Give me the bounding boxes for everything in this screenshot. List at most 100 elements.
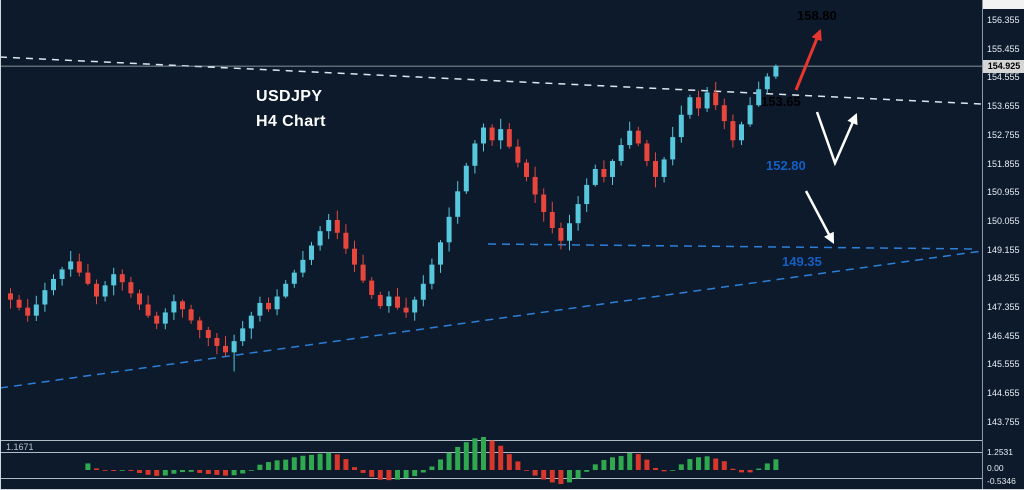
oscillator-bar	[309, 454, 314, 470]
oscillator-bar	[317, 453, 323, 470]
watermark-timeframe: H4 Chart	[256, 113, 326, 130]
oscillator-bar	[515, 461, 521, 470]
oscillator-bar	[635, 454, 641, 470]
oscillator-bar	[463, 442, 469, 470]
oscillator-axis-max: 1.2531	[987, 447, 1013, 457]
candle	[429, 264, 435, 284]
chart-watermark: USDJPY H4 Chart	[256, 84, 326, 134]
candle	[223, 345, 228, 353]
annotation-arrows-layer	[794, 28, 858, 244]
oscillator-bar	[747, 470, 753, 473]
oscillator-bar	[137, 470, 142, 474]
candle	[420, 283, 426, 300]
candle	[541, 194, 547, 213]
candle	[25, 307, 31, 316]
pullback-bounce-arrow	[815, 111, 858, 167]
annotation-price-support: 149.35	[782, 254, 822, 269]
candle	[438, 242, 443, 265]
oscillator-bar	[420, 470, 426, 473]
oscillator-bar	[653, 467, 658, 470]
oscillator-bar	[549, 470, 555, 483]
oscillator-bar	[713, 458, 719, 470]
oscillator-bar	[266, 462, 271, 470]
price-axis-tick: 154.555	[987, 72, 1020, 83]
candle	[489, 127, 495, 141]
candle	[472, 143, 478, 166]
candle	[317, 231, 323, 246]
price-axis[interactable]: 156.355 155.455 154.555 153.655 152.755 151.8…	[982, 0, 1024, 490]
candle	[214, 337, 220, 346]
candle	[309, 245, 314, 260]
window-border-left	[0, 0, 1, 490]
oscillator-bar	[541, 470, 547, 480]
candle	[205, 330, 211, 338]
price-axis-tick: 144.655	[987, 388, 1020, 399]
oscillator-bar	[618, 456, 624, 470]
oscillator-bar	[498, 445, 504, 470]
oscillator-bar	[360, 470, 366, 473]
candle	[386, 296, 392, 307]
candle	[601, 168, 607, 177]
candle	[111, 274, 117, 286]
candle	[524, 162, 529, 177]
oscillator-bar	[403, 470, 409, 478]
candle	[274, 296, 280, 310]
candle	[352, 248, 357, 265]
price-axis-tick: 143.755	[987, 416, 1020, 427]
price-axis-tick: 148.255	[987, 273, 1020, 284]
oscillator-bar	[180, 470, 185, 473]
candle	[240, 328, 246, 342]
candle	[575, 204, 581, 224]
oscillator-bar	[386, 470, 392, 481]
oscillator-bar	[257, 464, 263, 470]
oscillator-bar	[446, 452, 452, 470]
candle	[154, 315, 160, 324]
ascending-support-line	[0, 250, 983, 389]
price-axis-tick: 146.455	[987, 330, 1020, 341]
oscillator-bar	[291, 457, 297, 470]
price-axis-tick: 149.155	[987, 244, 1020, 255]
candle	[747, 105, 753, 125]
annotation-price-breakout: 153.65	[761, 94, 801, 109]
bearish-projection-arrow	[804, 190, 835, 244]
oscillator-bar	[300, 455, 306, 470]
oscillator-bar	[455, 446, 461, 470]
candle	[128, 282, 134, 294]
candle	[197, 320, 203, 330]
candle	[137, 293, 142, 305]
candle	[584, 184, 590, 205]
candle	[730, 121, 736, 141]
oscillator-bar	[214, 470, 220, 475]
price-axis-tick: 150.055	[987, 215, 1020, 226]
candle	[696, 97, 701, 109]
candle	[180, 301, 185, 310]
price-axis-tick: 147.355	[987, 302, 1020, 313]
oscillator-bar	[248, 470, 254, 471]
horizontal-support-line	[487, 243, 979, 250]
candle	[369, 280, 375, 295]
oscillator-bar	[128, 470, 134, 471]
candle	[360, 264, 366, 281]
oscillator-bar	[162, 470, 168, 476]
candle	[687, 97, 693, 115]
candle	[618, 145, 624, 162]
candle	[283, 283, 289, 297]
candle	[188, 309, 194, 321]
oscillator-bar	[721, 461, 727, 470]
candle	[145, 304, 151, 316]
price-axis-tick: 155.455	[987, 43, 1020, 54]
candle	[610, 161, 615, 177]
oscillator-bar	[395, 470, 400, 480]
candle	[403, 307, 409, 313]
oscillator-bar	[481, 437, 486, 470]
candle	[257, 302, 263, 316]
descending-resistance-line	[0, 56, 983, 105]
oscillator-bar	[773, 459, 779, 470]
candle	[8, 293, 13, 300]
candles-layer	[8, 64, 779, 372]
oscillator-bar	[670, 470, 676, 471]
candle	[102, 285, 108, 297]
oscillator-bar	[438, 459, 443, 470]
candle	[300, 259, 306, 273]
